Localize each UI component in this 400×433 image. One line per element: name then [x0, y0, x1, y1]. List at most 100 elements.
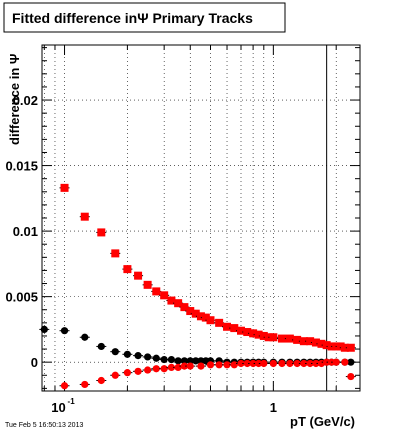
data-point-square — [259, 331, 268, 340]
data-point-circle — [123, 369, 131, 377]
data-point-circle — [192, 357, 200, 365]
data-point-square — [230, 324, 239, 333]
data-point-square — [293, 335, 302, 344]
data-point-circle — [40, 325, 48, 334]
data-point-square — [299, 337, 308, 346]
data-point-circle — [60, 382, 69, 390]
data-point-square — [186, 307, 195, 316]
data-point-square — [167, 296, 176, 305]
data-point-circle — [341, 358, 349, 366]
tick-layer: 0 0.005 0.01 0.015 0.02 10 -1 1 — [5, 45, 360, 415]
data-point-square — [97, 228, 106, 237]
data-point-circle — [134, 367, 142, 375]
data-point-square — [174, 299, 183, 308]
timestamp: Tue Feb 5 16:50:13 2013 — [5, 422, 83, 429]
data-point-square — [160, 291, 169, 300]
data-point-square — [223, 322, 232, 331]
data-point-circle — [144, 366, 152, 374]
data-point-square — [111, 249, 120, 258]
y-tick-label: 0.005 — [5, 290, 38, 305]
x-tick-label: 1 — [270, 400, 277, 415]
data-point-circle — [160, 355, 168, 364]
data-point-square — [249, 329, 258, 338]
data-point-square — [60, 183, 69, 192]
data-point-circle — [312, 359, 320, 368]
data-point-square — [134, 271, 143, 280]
y-tick-label: 0.015 — [5, 159, 38, 174]
data-point-circle — [97, 342, 105, 351]
data-point-circle — [237, 359, 245, 368]
data-point-circle — [134, 352, 142, 360]
data-point-circle — [215, 361, 223, 369]
data-point-circle — [160, 365, 168, 373]
data-point-square — [215, 318, 224, 327]
data-point-square — [322, 341, 331, 350]
data-point-circle — [230, 361, 238, 369]
data-point-circle — [260, 359, 268, 368]
y-axis-title: difference in Ψ — [7, 54, 22, 145]
data-point-circle — [60, 327, 69, 335]
chart-title: Fitted difference inΨ Primary Tracks — [12, 10, 253, 26]
data-point-square — [317, 339, 326, 348]
data-point-circle — [186, 357, 194, 365]
data-point-square — [123, 265, 132, 274]
data-point-square — [143, 280, 152, 289]
data-point-square — [340, 343, 349, 352]
data-point-circle — [81, 333, 89, 341]
data-point-circle — [347, 358, 355, 366]
x-axis-title: pT (GeV/c) — [290, 414, 355, 429]
x-tick-label-exponent: -1 — [68, 397, 76, 406]
data-point-circle — [111, 348, 119, 356]
data-point-circle — [306, 359, 314, 368]
data-point-circle — [81, 380, 89, 389]
data-point-square — [277, 334, 286, 343]
data-point-circle — [255, 359, 263, 368]
data-point-circle — [243, 359, 251, 368]
data-point-circle — [206, 361, 215, 369]
series-layer — [39, 183, 356, 390]
data-point-circle — [152, 365, 160, 373]
data-point-circle — [293, 359, 301, 368]
data-point-circle — [180, 362, 188, 370]
data-point-circle — [174, 357, 182, 365]
data-point-circle — [278, 359, 286, 368]
data-point-circle — [223, 361, 231, 369]
data-point-square — [191, 309, 200, 318]
data-point-square — [206, 316, 215, 325]
data-point-circle — [144, 353, 152, 361]
data-point-square — [269, 333, 278, 342]
title-box — [3, 2, 286, 33]
data-point-square — [285, 334, 294, 343]
data-point-square — [306, 337, 315, 346]
data-point-circle — [197, 362, 205, 370]
data-point-circle — [167, 363, 176, 372]
data-point-square — [152, 287, 161, 296]
data-point-square — [196, 312, 205, 321]
y-tick-label: 0.02 — [13, 93, 38, 108]
data-point-square — [243, 328, 252, 337]
data-point-square — [80, 212, 89, 221]
y-tick-label: 0 — [31, 355, 38, 370]
data-point-circle — [167, 355, 176, 364]
data-point-circle — [111, 371, 119, 379]
data-point-square — [336, 342, 345, 351]
data-point-circle — [180, 357, 188, 365]
data-point-circle — [300, 359, 308, 368]
data-point-square — [311, 338, 320, 347]
x-tick-label: 10 — [51, 400, 65, 415]
y-tick-label: 0.01 — [13, 224, 38, 239]
data-point-circle — [286, 359, 294, 368]
data-point-circle — [174, 363, 182, 372]
data-point-circle — [186, 362, 194, 370]
data-point-square — [346, 343, 355, 352]
data-point-circle — [249, 359, 257, 368]
data-point-circle — [269, 359, 277, 368]
data-point-square — [180, 303, 189, 312]
data-point-circle — [347, 372, 355, 381]
data-point-circle — [97, 376, 105, 385]
data-point-circle — [332, 358, 340, 366]
data-point-square — [201, 313, 210, 322]
data-point-square — [254, 330, 263, 339]
data-point-circle — [152, 354, 160, 362]
